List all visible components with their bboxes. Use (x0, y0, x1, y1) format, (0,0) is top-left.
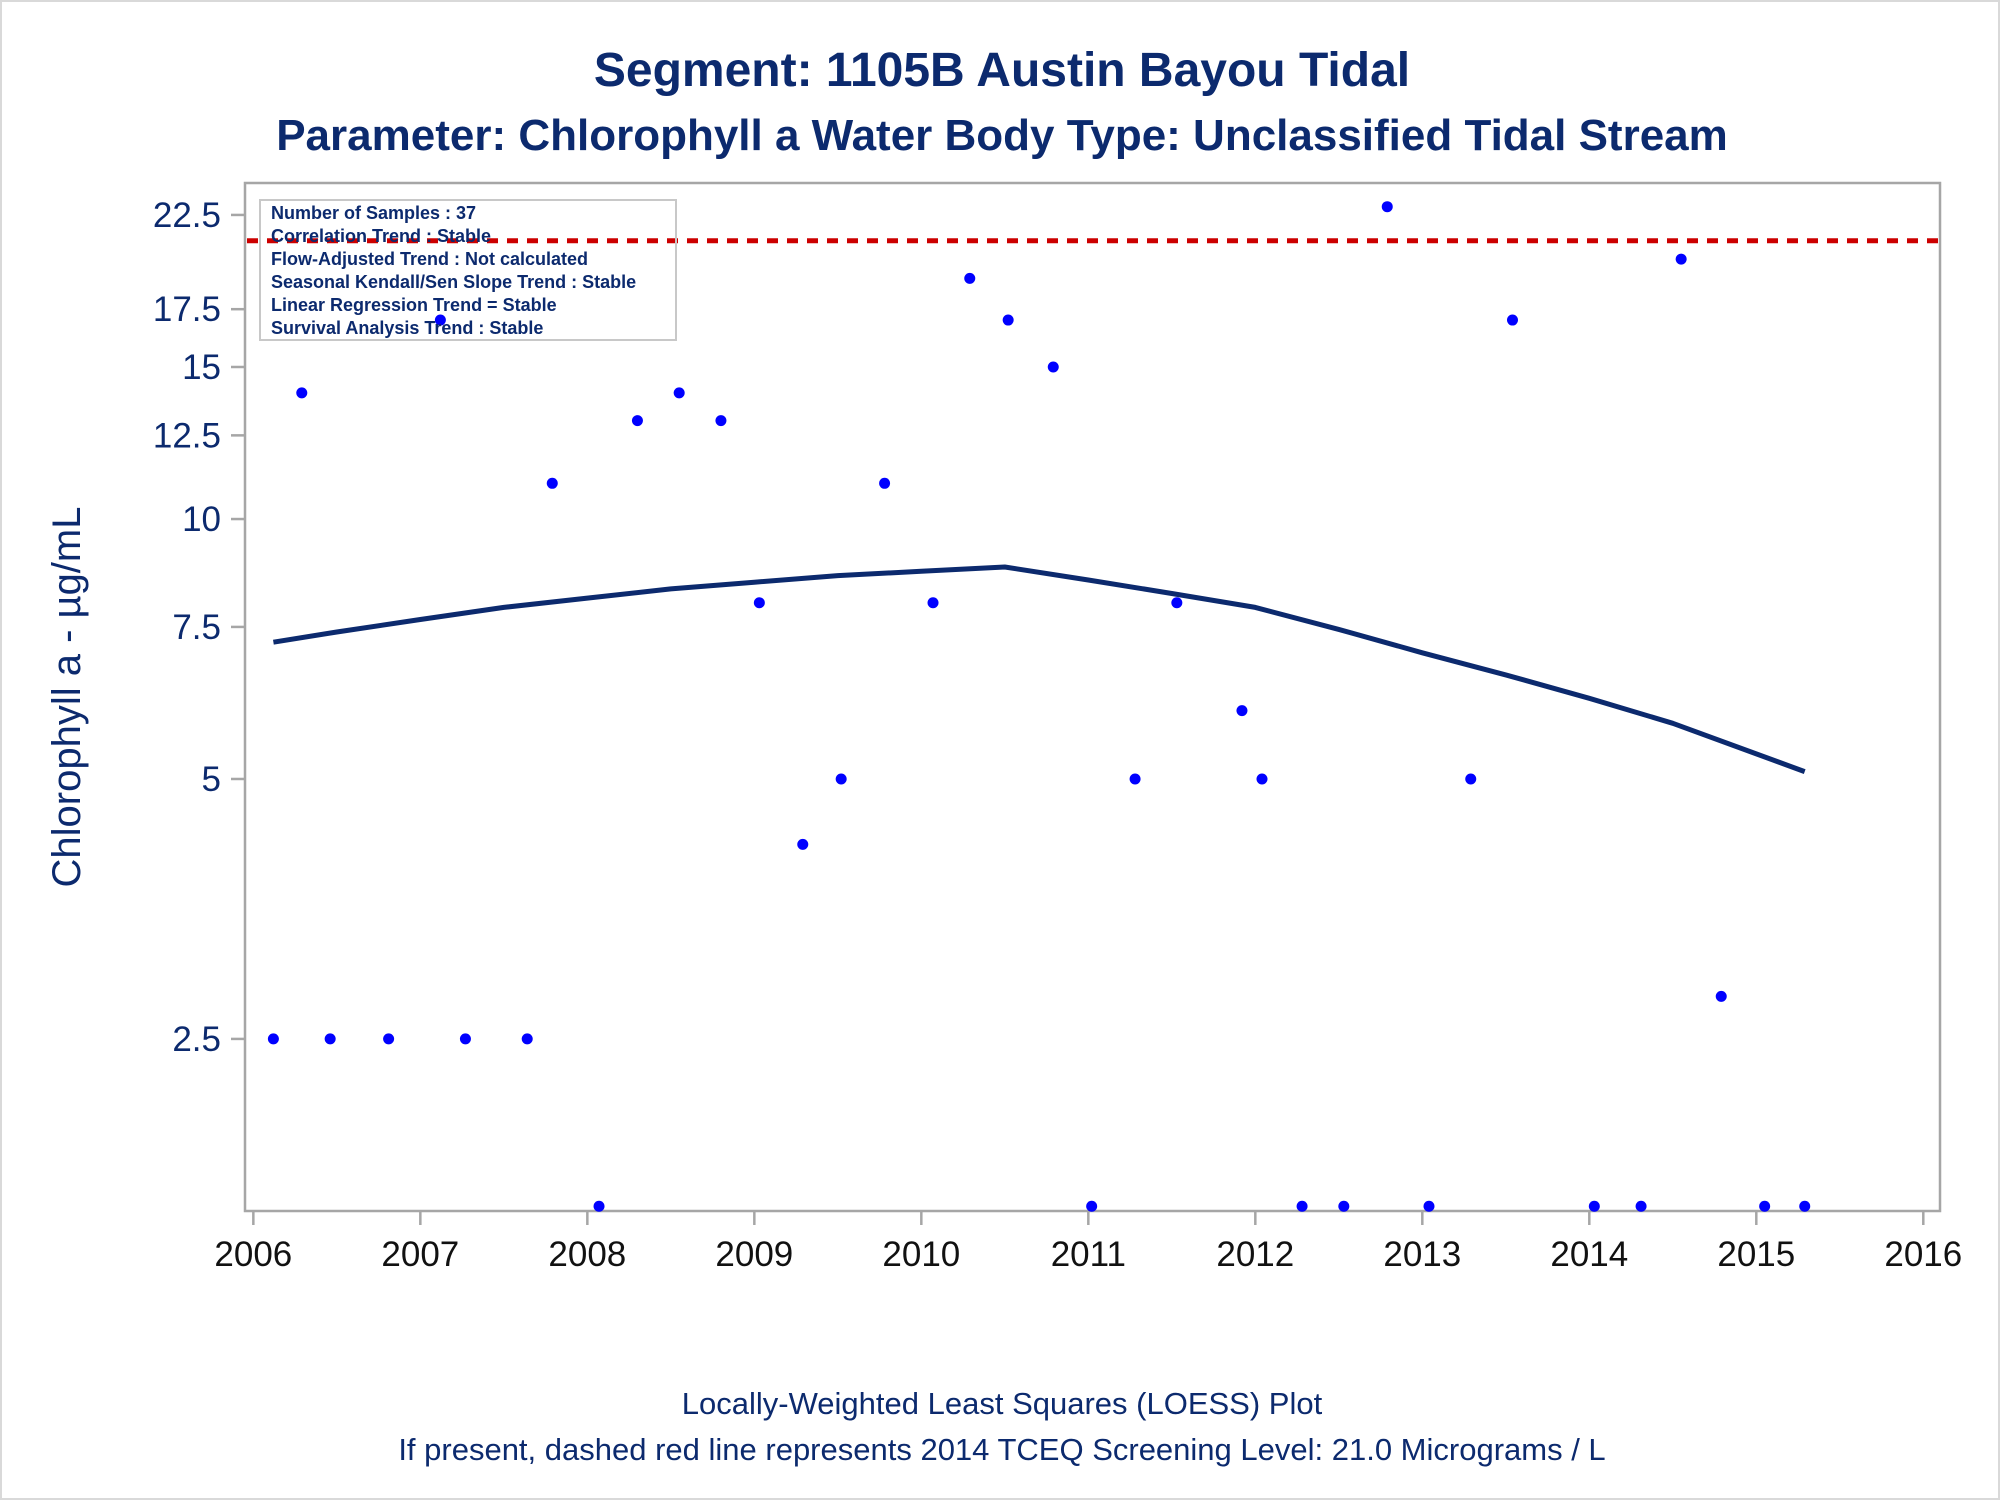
sample-point (1715, 990, 1727, 1002)
sample-point (1338, 1200, 1350, 1212)
loess-curve (273, 564, 1806, 774)
sample-point (383, 1033, 395, 1045)
info-correlation: Correlation Trend : Stable (271, 226, 491, 246)
sample-point (715, 415, 727, 427)
sample-point (835, 773, 847, 785)
sample-point (1381, 201, 1393, 213)
y-axis-label: Chlorophyll a - µg/mL (45, 507, 89, 888)
x-tick-label: 2010 (882, 1235, 960, 1274)
sample-point (1129, 773, 1141, 785)
sample-point (1296, 1200, 1308, 1212)
sample-point (879, 477, 891, 489)
y-tick-label: 15 (182, 348, 221, 387)
sample-point (1002, 314, 1014, 326)
sample-point (1236, 705, 1248, 717)
sample-point (1423, 1200, 1435, 1212)
info-flow-adjusted: Flow-Adjusted Trend : Not calculated (271, 249, 588, 269)
sample-point (296, 387, 308, 399)
sample-point (521, 1033, 533, 1045)
footnote-screening-level: If present, dashed red line represents 2… (398, 1432, 1605, 1467)
info-seasonal-kendall: Seasonal Kendall/Sen Slope Trend : Stabl… (271, 272, 636, 292)
sample-point (753, 597, 765, 609)
sample-point (434, 314, 446, 326)
x-tick-label: 2008 (548, 1235, 626, 1274)
info-samples: Number of Samples : 37 (271, 203, 476, 223)
sample-point (1635, 1200, 1647, 1212)
x-tick-label: 2007 (381, 1235, 459, 1274)
footnote-plot-type: Locally-Weighted Least Squares (LOESS) P… (682, 1386, 1323, 1421)
info-linear-regression: Linear Regression Trend = Stable (271, 295, 557, 315)
y-tick-label: 2.5 (172, 1020, 221, 1059)
trend-info-box: Number of Samples : 37 Correlation Trend… (259, 199, 677, 341)
y-tick-label: 22.5 (153, 196, 221, 235)
x-tick-label: 2015 (1717, 1235, 1795, 1274)
x-tick-label: 2016 (1884, 1235, 1962, 1274)
sample-point (964, 272, 976, 284)
x-tick-label: 2014 (1550, 1235, 1628, 1274)
y-tick-label: 10 (182, 500, 221, 539)
sample-point (593, 1200, 605, 1212)
info-box-border (259, 199, 677, 341)
sample-point (631, 415, 643, 427)
sample-point (324, 1033, 336, 1045)
sample-point (673, 387, 685, 399)
sample-point (1675, 253, 1687, 265)
y-tick-label: 5 (202, 760, 221, 799)
chart-title: Segment: 1105B Austin Bayou Tidal (594, 44, 1410, 97)
axes: 2006 2007 2008 2009 2010 2011 2012 2013 2014 2015… (153, 181, 1962, 1274)
sample-point (546, 477, 558, 489)
x-tick-label: 2013 (1383, 1235, 1461, 1274)
x-tick-label: 2011 (1051, 1235, 1126, 1274)
sample-point (459, 1033, 471, 1045)
sample-point (1506, 314, 1518, 326)
loess-layer (273, 564, 1806, 774)
y-tick-label: 17.5 (153, 290, 221, 329)
sample-point (1256, 773, 1268, 785)
sample-point (1588, 1200, 1600, 1212)
sample-point (1047, 361, 1059, 373)
y-tick-label: 12.5 (153, 416, 221, 455)
x-tick-label: 2012 (1216, 1235, 1294, 1274)
sample-point (1171, 597, 1183, 609)
x-tick-label: 2009 (715, 1235, 793, 1274)
sample-points (267, 201, 1811, 1212)
sample-point (1759, 1200, 1771, 1212)
chart-subtitle: Parameter: Chlorophyll a Water Body Type… (276, 111, 1728, 160)
sample-point (1799, 1200, 1811, 1212)
sample-point (1465, 773, 1477, 785)
info-survival: Survival Analysis Trend : Stable (271, 318, 543, 338)
sample-point (797, 838, 809, 850)
sample-point (267, 1033, 279, 1045)
sample-point (927, 597, 939, 609)
y-tick-label: 7.5 (172, 608, 221, 647)
x-tick-label: 2006 (214, 1235, 292, 1274)
sample-point (1086, 1200, 1098, 1212)
